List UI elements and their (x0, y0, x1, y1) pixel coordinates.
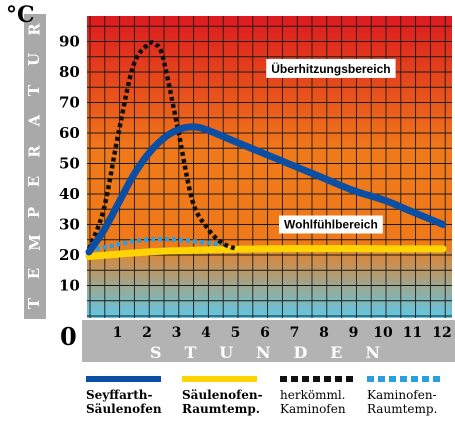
x-tick-label: 5 (231, 325, 241, 341)
y-tick-label: 10 (59, 277, 80, 295)
annotation-text: Überhitzungsbereich (271, 61, 390, 76)
legend-label-seyffarth: Seyffarth- Säulenofen (86, 388, 176, 416)
x-tick-label: 4 (201, 325, 211, 341)
origin-label: 0 (60, 322, 77, 351)
x-tick-label: 11 (403, 325, 422, 341)
legend-label-line: Kaminofen (280, 402, 346, 416)
series-line-seyffarth (85, 123, 447, 256)
y-tick-label: 20 (59, 246, 80, 264)
y-tick-label: 30 (59, 216, 80, 234)
series-line-herkoemml (86, 40, 238, 252)
legend-swatch-seyffarth (86, 376, 161, 382)
x-axis-title-letter: N (256, 343, 271, 362)
legend-label-line: Säulenofen (86, 402, 162, 416)
legend-label-line: Seyffarth- (86, 388, 153, 402)
legend-label-line: Kaminofen- (367, 388, 437, 402)
y-axis-strip (24, 14, 46, 319)
y-tick-label: 40 (59, 185, 80, 203)
annotation-text: Wohlfühlbereich (284, 218, 378, 232)
annotation-box (266, 58, 396, 78)
y-tick-label: 70 (59, 94, 80, 112)
legend-label-line: Raumtemp. (367, 402, 438, 416)
legend-label-line: Raumtemp. (182, 402, 260, 416)
x-axis-strip (82, 320, 455, 362)
x-tick-label: 6 (260, 325, 270, 341)
x-tick-label: 12 (432, 325, 451, 341)
annotations: Überhitzungsbereich Wohlfühlbereich (266, 58, 396, 234)
unit-label: °C (6, 2, 35, 28)
legend-swatch-kaminofen (367, 376, 442, 382)
series-line-saeulenofen (85, 245, 447, 261)
x-tick-label: 7 (290, 325, 300, 341)
annotation: Überhitzungsbereich (266, 58, 396, 78)
y-tick-label: 60 (59, 124, 80, 142)
x-tick-label: 8 (319, 325, 329, 341)
x-tick-label: 10 (373, 325, 393, 341)
x-tick-label: 1 (113, 325, 123, 341)
legend-label-kaminofen: Kaminofen- Raumtemp. (367, 388, 455, 416)
x-axis-title-letter: N (365, 343, 380, 362)
x-tick-label: 3 (172, 325, 182, 341)
annotation-box (279, 215, 383, 234)
y-tick-label: 80 (59, 63, 80, 81)
x-axis-title-letter: U (219, 343, 234, 362)
legend-label-line: Säulenofen- (182, 388, 263, 402)
legend-label-herkoemml: herkömml. Kaminofen (280, 388, 370, 416)
annotation: Wohlfühlbereich (279, 215, 383, 234)
legend-swatch-saeulenofen (182, 376, 257, 382)
x-axis-title-letter: D (293, 343, 308, 362)
series-line-kaminofen (88, 236, 222, 253)
x-axis-title-letter: S (150, 343, 162, 362)
x-tick-label: 2 (142, 325, 152, 341)
legend-label-line: herkömml. (280, 388, 346, 402)
x-tick-label: 9 (349, 325, 359, 341)
series-layer (85, 40, 447, 261)
y-tick-label: 50 (59, 155, 80, 173)
x-axis-title-letter: E (330, 343, 343, 362)
legend-swatch-herkoemml (280, 376, 355, 382)
legend-label-saeulenofen: Säulenofen- Raumtemp. (182, 388, 272, 416)
y-tick-label: 90 (59, 33, 80, 51)
x-axis-title-letter: T (184, 343, 197, 362)
